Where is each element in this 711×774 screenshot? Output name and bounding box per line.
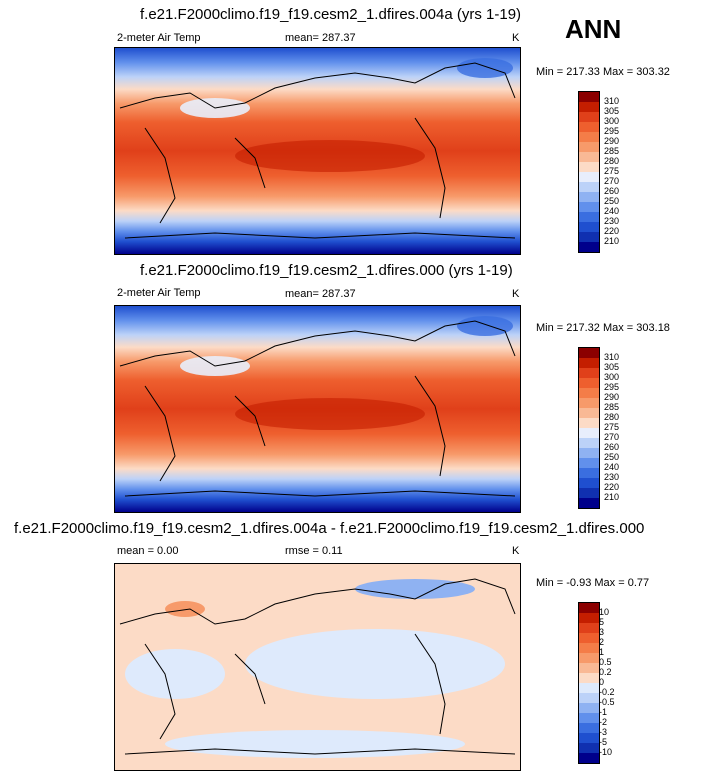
cbar1-tick: 295 [604, 126, 620, 136]
panel1-units: K [512, 32, 520, 44]
cbar2-tick: 300 [604, 372, 620, 382]
cbar3-tick: 10 [599, 607, 610, 617]
panel3-map-svg [115, 564, 520, 770]
cbar2-tick: 295 [604, 382, 620, 392]
cbar1-tick: 240 [604, 206, 620, 216]
panel1-title: f.e21.F2000climo.f19_f19.cesm2_1.dfires.… [140, 6, 522, 23]
cbar3-tick: -5 [599, 737, 608, 747]
panel2-coastlines [119, 320, 516, 497]
cbar1-tick: 210 [604, 236, 620, 246]
panel2-mean: mean= 287.37 [285, 288, 356, 300]
cbar1-tick: 310 [604, 96, 620, 106]
cbar1-tick: 230 [604, 216, 620, 226]
cbar1-tick: 300 [604, 116, 620, 126]
panel2-units: K [512, 288, 520, 300]
panel3-units: K [512, 545, 520, 557]
cbar1-tick: 290 [604, 136, 620, 146]
panel1-map-svg [115, 48, 520, 254]
panel2-map-svg [115, 306, 520, 512]
panel3-colorbar [578, 602, 600, 764]
season-label: ANN [565, 14, 622, 44]
cbar2-tick: 275 [604, 422, 620, 432]
cbar2-tick: 250 [604, 452, 620, 462]
cbar3-tick: -3 [599, 727, 608, 737]
cbar1-tick: 305 [604, 106, 620, 116]
cbar1-tick: 260 [604, 186, 620, 196]
panel1-variable: 2-meter Air Temp [117, 32, 201, 44]
panel1-mean: mean= 287.37 [285, 32, 356, 44]
cbar3-tick: -0.5 [599, 697, 615, 707]
cbar3-tick: 0 [599, 677, 605, 687]
cbar1-tick: 280 [604, 156, 620, 166]
cbar3-tick: 3 [599, 627, 605, 637]
cbar2-tick: 280 [604, 412, 620, 422]
cbar3-tick: -1 [599, 707, 608, 717]
cbar2-tick: 230 [604, 472, 620, 482]
cbar3-tick: 1 [599, 647, 605, 657]
cbar2-tick: 210 [604, 492, 620, 502]
panel3-mean: mean = 0.00 [117, 545, 179, 557]
cbar1-tick: 285 [604, 146, 620, 156]
cbar3-tick: -10 [599, 747, 613, 757]
panel1-minmax: Min = 217.33 Max = 303.32 [536, 66, 670, 78]
panel2-colorbar [578, 347, 600, 509]
panel3-map [114, 563, 521, 771]
cbar2-tick: 305 [604, 362, 620, 372]
panel2-title: f.e21.F2000climo.f19_f19.cesm2_1.dfires.… [140, 262, 513, 279]
cbar3-tick: 0.5 [599, 657, 612, 667]
cbar2-tick: 285 [604, 402, 620, 412]
cbar3-tick: -2 [599, 717, 608, 727]
cbar3-tick: -0.2 [599, 687, 615, 697]
cbar2-tick: 270 [604, 432, 620, 442]
panel2-map [114, 305, 521, 513]
cbar2-tick: 240 [604, 462, 620, 472]
cbar1-tick: 220 [604, 226, 620, 236]
panel3-rmse: rmse = 0.11 [285, 545, 343, 557]
cbar2-tick: 220 [604, 482, 620, 492]
panel3-title: f.e21.F2000climo.f19_f19.cesm2_1.dfires.… [14, 520, 645, 537]
panel2-variable: 2-meter Air Temp [117, 287, 201, 299]
panel1-map [114, 47, 521, 255]
panel1-coastlines [119, 62, 516, 239]
panel3-coastlines [119, 578, 516, 755]
panel2-minmax: Min = 217.32 Max = 303.18 [536, 322, 670, 334]
panel3-minmax: Min = -0.93 Max = 0.77 [536, 577, 650, 589]
cbar1-tick: 270 [604, 176, 620, 186]
cbar2-tick: 310 [604, 352, 620, 362]
cbar3-tick: 0.2 [599, 667, 612, 677]
cbar2-tick: 260 [604, 442, 620, 452]
cbar1-tick: 250 [604, 196, 620, 206]
cbar2-tick: 290 [604, 392, 620, 402]
cbar3-tick: 5 [599, 617, 605, 627]
panel1-colorbar [578, 91, 600, 253]
cbar3-tick: 2 [599, 637, 605, 647]
cbar1-tick: 275 [604, 166, 620, 176]
